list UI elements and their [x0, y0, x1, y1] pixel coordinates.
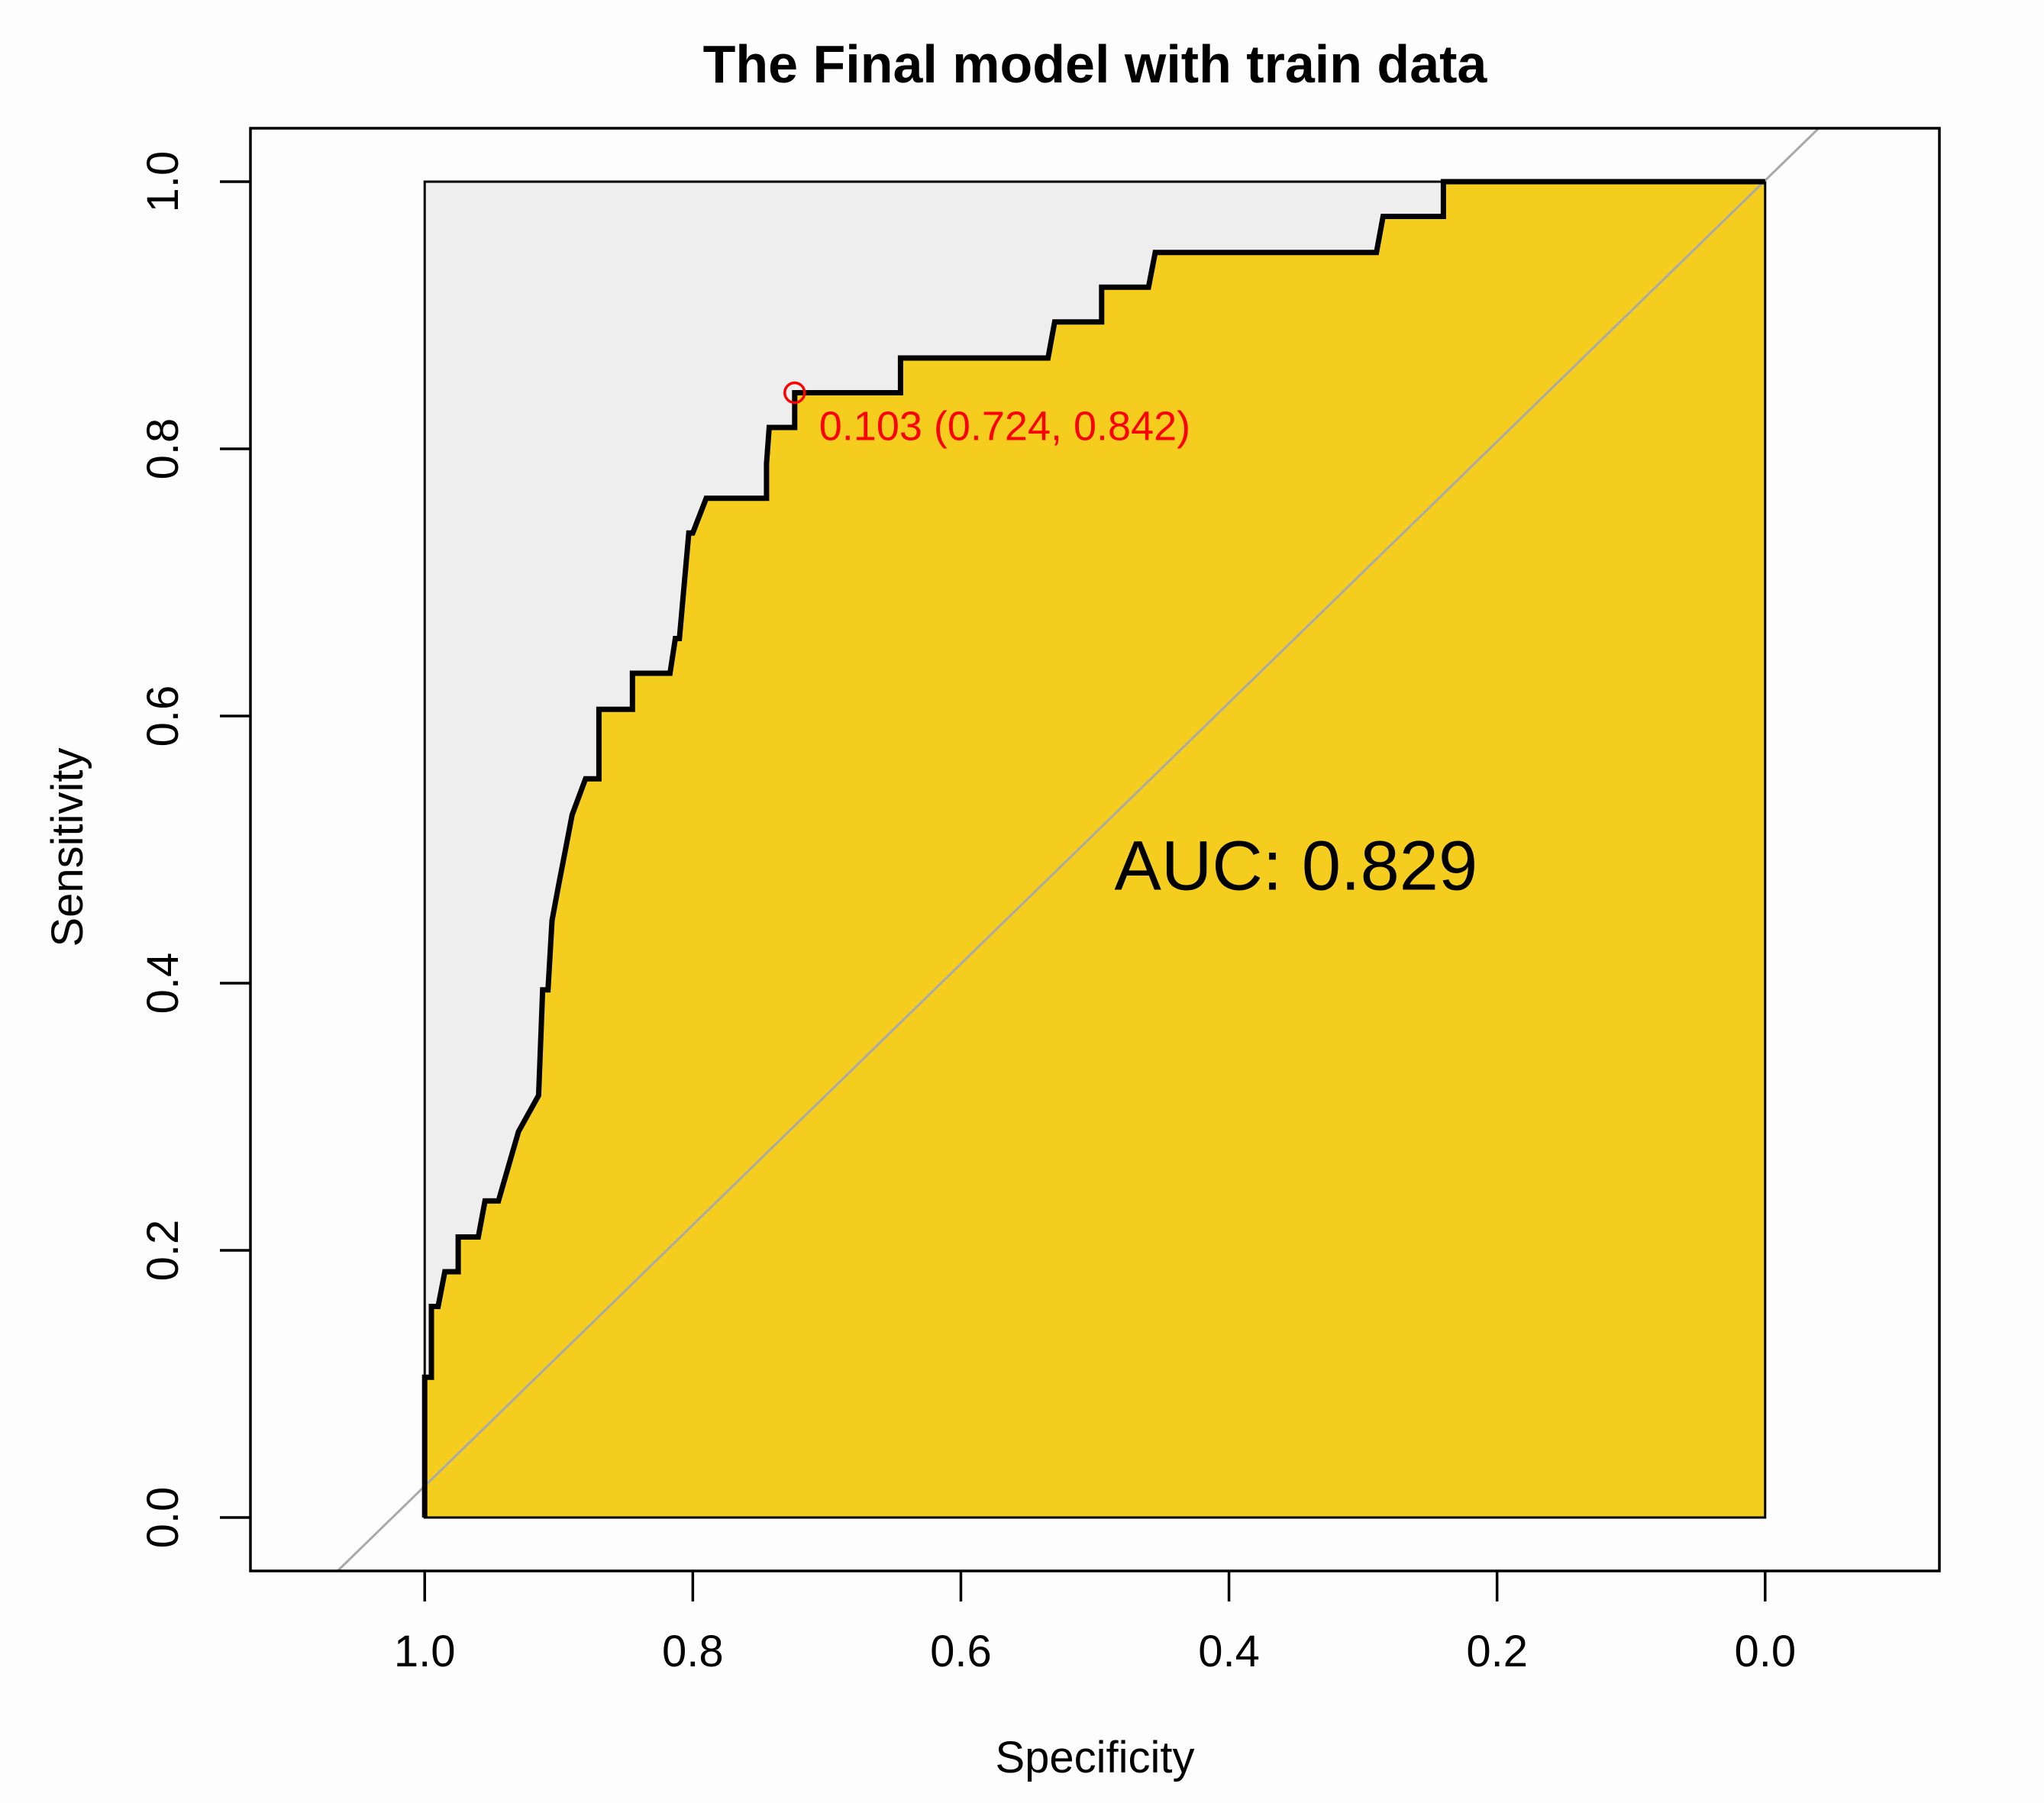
x-tick-label: 1.0	[394, 1627, 456, 1676]
x-tick-label: 0.2	[1466, 1627, 1528, 1676]
y-tick-label: 0.4	[138, 953, 188, 1014]
x-tick-label: 0.6	[930, 1627, 992, 1676]
threshold-label: 0.103 (0.724, 0.842)	[819, 404, 1190, 450]
auc-area	[425, 182, 1765, 1518]
y-tick-label: 0.0	[138, 1487, 188, 1549]
y-tick-label: 1.0	[138, 151, 188, 213]
plot-frame	[249, 127, 1941, 1572]
x-tick-label: 0.4	[1198, 1627, 1260, 1676]
x-axis-label: Specificity	[995, 1733, 1194, 1782]
x-tick-label: 0.8	[662, 1627, 724, 1676]
reference-diagonal	[337, 127, 1820, 1572]
unit-square-border	[423, 180, 1767, 1519]
roc-curve	[421, 179, 1765, 1518]
y-tick-label: 0.2	[138, 1220, 188, 1282]
auc-label: AUC: 0.829	[1115, 827, 1478, 905]
y-axis-label: Sensitivity	[43, 747, 92, 947]
y-tick-label: 0.8	[138, 418, 188, 480]
y-tick-label: 0.6	[138, 685, 188, 747]
plot-area: 0.103 (0.724, 0.842) AUC: 0.829 1.0 0.8 0.6 0…	[138, 127, 1941, 1676]
chart-title: The Final model with train data	[703, 34, 1488, 94]
x-tick-label: 0.0	[1734, 1627, 1796, 1676]
threshold-point	[783, 381, 806, 405]
